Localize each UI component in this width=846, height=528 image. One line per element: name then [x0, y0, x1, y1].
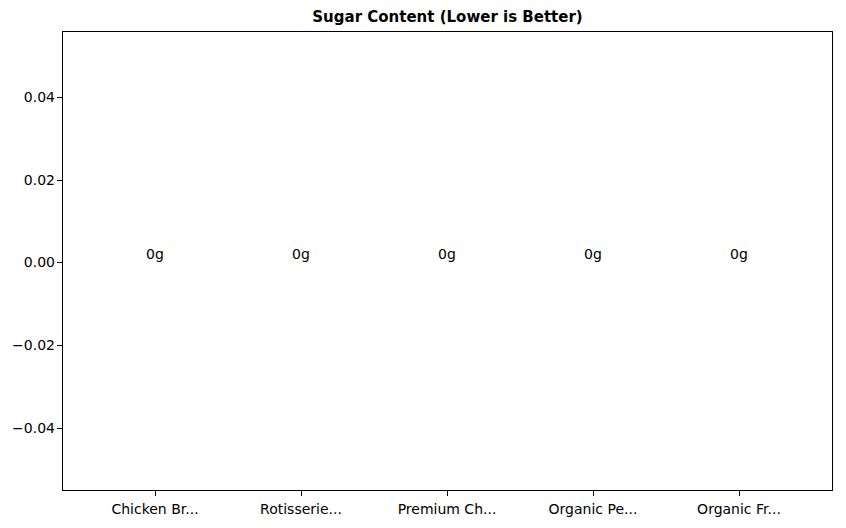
bar-value-label: 0g — [374, 247, 520, 261]
bar-value-label: 0g — [82, 247, 228, 261]
x-tick-label: Premium Ch... — [374, 501, 520, 518]
y-tick-mark — [57, 180, 62, 181]
figure: Sugar Content (Lower is Better) 0.04 0.0… — [0, 0, 846, 528]
y-tick-mark — [57, 97, 62, 98]
chart-title: Sugar Content (Lower is Better) — [62, 7, 833, 27]
x-tick-label: Organic Fr... — [666, 501, 812, 518]
bar-value-label: 0g — [520, 247, 666, 261]
y-tick-mark — [57, 428, 62, 429]
x-tick-mark — [155, 491, 156, 496]
x-tick-mark — [739, 491, 740, 496]
y-tick-label: 0.00 — [0, 253, 55, 271]
y-tick-label: 0.02 — [0, 171, 55, 189]
bar-value-label: 0g — [666, 247, 812, 261]
x-tick-label: Chicken Br... — [82, 501, 228, 518]
bar-value-label: 0g — [228, 247, 374, 261]
x-tick-mark — [593, 491, 594, 496]
y-tick-mark — [57, 345, 62, 346]
x-tick-label: Organic Pe... — [520, 501, 666, 518]
y-tick-label: −0.02 — [0, 336, 55, 354]
y-tick-label: 0.04 — [0, 88, 55, 106]
x-tick-mark — [447, 491, 448, 496]
y-tick-mark — [57, 262, 62, 263]
x-tick-mark — [301, 491, 302, 496]
x-tick-label: Rotisserie... — [228, 501, 374, 518]
y-tick-label: −0.04 — [0, 419, 55, 437]
